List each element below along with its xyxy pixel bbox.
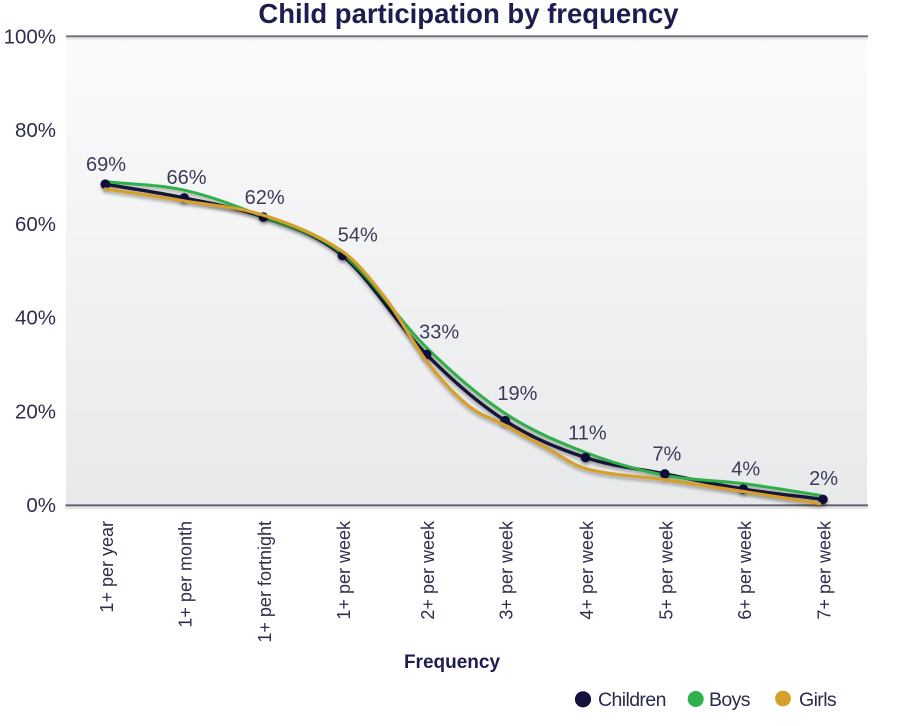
svg-text:Children: Children — [598, 689, 666, 711]
svg-text:40%: 40% — [15, 307, 56, 330]
svg-text:20%: 20% — [15, 400, 56, 423]
svg-text:1+ per year: 1+ per year — [97, 521, 117, 613]
svg-text:1+ per fortnight: 1+ per fortnight — [255, 521, 275, 643]
svg-text:Child participation by frequen: Child participation by frequency — [258, 0, 679, 29]
svg-text:Boys: Boys — [709, 689, 751, 711]
svg-text:80%: 80% — [15, 119, 56, 142]
svg-text:69%: 69% — [86, 154, 126, 176]
svg-text:11%: 11% — [568, 423, 607, 445]
svg-text:3+ per week: 3+ per week — [497, 520, 517, 620]
svg-text:0%: 0% — [26, 494, 56, 517]
svg-text:Girls: Girls — [799, 689, 837, 711]
svg-text:100%: 100% — [4, 26, 56, 49]
svg-text:1+ per month: 1+ per month — [176, 521, 196, 628]
svg-text:2%: 2% — [809, 468, 838, 490]
svg-text:4+ per week: 4+ per week — [577, 520, 597, 620]
svg-text:66%: 66% — [166, 167, 206, 189]
svg-text:19%: 19% — [497, 383, 537, 405]
svg-text:54%: 54% — [338, 225, 378, 247]
svg-text:4%: 4% — [731, 458, 760, 480]
svg-text:1+ per week: 1+ per week — [334, 520, 354, 620]
svg-text:5+ per week: 5+ per week — [656, 520, 676, 620]
svg-text:7%: 7% — [652, 444, 681, 466]
svg-text:Frequency: Frequency — [404, 652, 501, 673]
svg-text:7+ per week: 7+ per week — [815, 520, 835, 620]
svg-text:33%: 33% — [419, 321, 459, 343]
svg-text:62%: 62% — [245, 187, 285, 209]
svg-text:60%: 60% — [15, 213, 56, 236]
svg-text:2+ per week: 2+ per week — [418, 520, 438, 620]
svg-text:6+ per week: 6+ per week — [735, 520, 755, 620]
